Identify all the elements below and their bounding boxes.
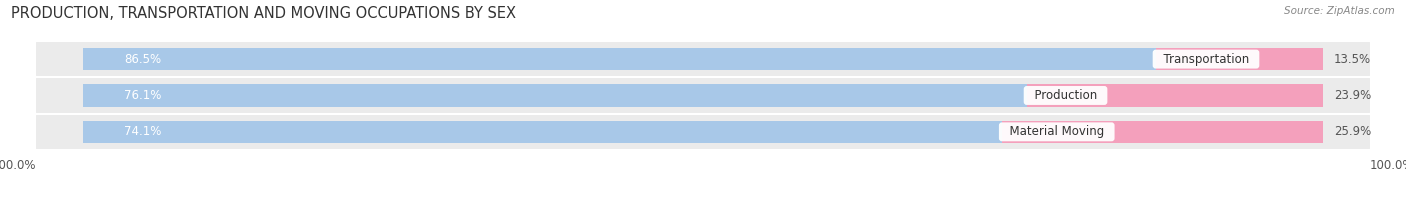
- Bar: [35, 77, 1371, 114]
- Bar: [83, 121, 1002, 143]
- Bar: [83, 48, 1156, 70]
- Bar: [1026, 84, 1323, 107]
- Bar: [1002, 121, 1323, 143]
- Text: 86.5%: 86.5%: [124, 53, 162, 66]
- Bar: [1156, 48, 1323, 70]
- Text: PRODUCTION, TRANSPORTATION AND MOVING OCCUPATIONS BY SEX: PRODUCTION, TRANSPORTATION AND MOVING OC…: [11, 6, 516, 21]
- Text: 23.9%: 23.9%: [1334, 89, 1371, 102]
- Text: Production: Production: [1026, 89, 1105, 102]
- Text: Material Moving: Material Moving: [1002, 125, 1112, 138]
- Text: 76.1%: 76.1%: [124, 89, 162, 102]
- Text: Source: ZipAtlas.com: Source: ZipAtlas.com: [1284, 6, 1395, 16]
- Text: Transportation: Transportation: [1156, 53, 1257, 66]
- Text: 13.5%: 13.5%: [1334, 53, 1371, 66]
- Bar: [35, 114, 1371, 150]
- Bar: [35, 41, 1371, 77]
- Bar: [83, 84, 1026, 107]
- Text: 74.1%: 74.1%: [124, 125, 162, 138]
- Text: 25.9%: 25.9%: [1334, 125, 1371, 138]
